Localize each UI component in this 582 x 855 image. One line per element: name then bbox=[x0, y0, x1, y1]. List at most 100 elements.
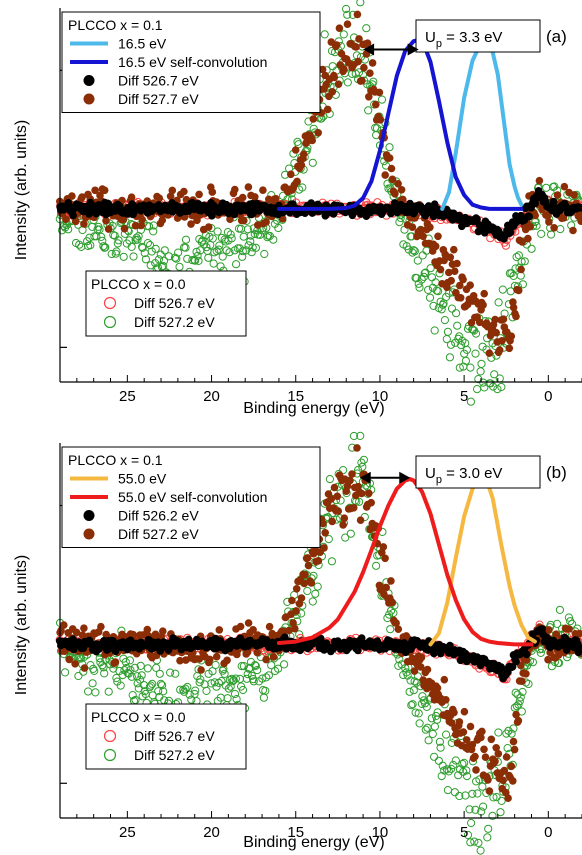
panel-b-point bbox=[473, 789, 482, 798]
panel-a-point bbox=[499, 315, 508, 324]
panel-a-point bbox=[368, 59, 377, 67]
panel-a-point bbox=[149, 227, 158, 236]
panel-a-point bbox=[413, 256, 422, 265]
panel-b-legend-bottom-entry: Diff 527.2 eV bbox=[134, 747, 215, 763]
panel-a-point bbox=[544, 211, 552, 220]
panel-a-point bbox=[230, 210, 239, 219]
panel-a-legend-top: PLCCO x = 0.1 16.5 eV 16.5 eV self-convolu… bbox=[61, 11, 321, 113]
panel-b-point bbox=[372, 561, 381, 570]
panel-b-point bbox=[382, 583, 391, 592]
panel-b-point bbox=[325, 475, 334, 484]
panel-a-point bbox=[429, 301, 438, 310]
panel-b-point bbox=[386, 625, 395, 634]
panel-b-point bbox=[410, 667, 419, 675]
panel-b-point bbox=[407, 701, 416, 710]
panel-b-point bbox=[303, 554, 312, 562]
panel-a-point bbox=[381, 171, 390, 179]
panel-a-point bbox=[480, 383, 489, 392]
panel-b-point bbox=[479, 802, 488, 811]
panel-b-point bbox=[462, 736, 471, 744]
panel-a-point bbox=[414, 279, 423, 288]
panel-a-point bbox=[450, 245, 458, 254]
panel-b-point bbox=[303, 586, 312, 596]
panel-a-point bbox=[471, 349, 480, 358]
panel-b-point bbox=[238, 685, 248, 695]
panel-b-point bbox=[191, 686, 200, 695]
panel-a-point bbox=[421, 268, 430, 277]
panel-b-point bbox=[381, 554, 389, 563]
panel-a-point bbox=[356, 0, 365, 7]
panel-b-point bbox=[483, 833, 492, 842]
panel-b-point bbox=[211, 660, 220, 670]
panel-a-point bbox=[265, 195, 273, 204]
panel-b-point bbox=[437, 772, 446, 781]
panel-a-point bbox=[137, 221, 146, 230]
panel-a-point bbox=[91, 186, 99, 195]
panel-a-point bbox=[274, 223, 283, 233]
panel-a-point bbox=[485, 349, 494, 358]
panel-b-point bbox=[566, 617, 575, 626]
panel-b-legend-bottom-entry: Diff 526.7 eV bbox=[134, 728, 215, 744]
panel-a-point bbox=[164, 252, 173, 261]
panel-b-point bbox=[292, 607, 300, 615]
panel-b-point bbox=[355, 497, 364, 506]
panel-b-point bbox=[311, 589, 320, 598]
panel-a-point bbox=[253, 221, 262, 229]
panel-a-point bbox=[531, 211, 539, 220]
panel-b-point bbox=[487, 735, 496, 744]
panel-a-point bbox=[443, 327, 452, 336]
panel-b-point bbox=[104, 687, 113, 696]
panel-b-point bbox=[510, 745, 519, 754]
panel-a-point bbox=[437, 305, 446, 314]
panel-a-point bbox=[397, 186, 406, 194]
panel-b-point bbox=[444, 767, 453, 776]
panel-a-point bbox=[160, 246, 169, 255]
panel-a-point bbox=[144, 222, 154, 231]
panel-b-point bbox=[330, 483, 339, 492]
panel-a-point bbox=[419, 272, 428, 281]
panel-a-point bbox=[388, 175, 397, 184]
panel-b-point bbox=[423, 665, 432, 674]
panel-a-x-tick-label: 5 bbox=[460, 388, 468, 405]
panel-b-point bbox=[251, 661, 260, 671]
panel-b-point bbox=[288, 596, 296, 605]
panel-a-point bbox=[466, 281, 475, 290]
panel-a-legend-top-title: PLCCO x = 0.1 bbox=[68, 17, 163, 33]
panel-a-series-2 bbox=[56, 187, 582, 243]
panel-a-point bbox=[181, 235, 191, 244]
panel-b-legend-swatch bbox=[83, 528, 95, 540]
panel-a-point bbox=[391, 190, 399, 198]
panel-a-point bbox=[559, 214, 568, 222]
panel-a-point bbox=[209, 259, 218, 268]
panel-a-point bbox=[216, 262, 225, 271]
panel-b-point bbox=[555, 658, 564, 668]
panel-b-legend-bottom-box bbox=[85, 703, 247, 770]
panel-b-point bbox=[462, 772, 472, 781]
panel-b-point bbox=[507, 729, 516, 738]
panel-a-point bbox=[450, 267, 459, 276]
panel-a-point bbox=[466, 397, 475, 406]
panel-a-point bbox=[553, 191, 562, 199]
panel-a-point bbox=[138, 215, 146, 224]
panel-b-legend-top-entry: 55.0 eV bbox=[118, 471, 167, 487]
panel-a-point bbox=[473, 215, 481, 223]
panel-b-x-tick-label: 5 bbox=[460, 824, 468, 841]
panel-b-point bbox=[159, 627, 167, 635]
panel-a-point bbox=[251, 243, 260, 252]
panel-b-point bbox=[476, 846, 485, 855]
panel-a-point bbox=[466, 363, 475, 372]
panel-a-point bbox=[545, 218, 553, 226]
panel-a-point bbox=[479, 301, 487, 309]
panel-b-point bbox=[409, 686, 418, 695]
panel-b-legend-top: PLCCO x = 0.1 55.0 eV 55.0 eV self-convolu… bbox=[61, 446, 321, 548]
panel-a-point bbox=[524, 234, 532, 243]
panel-a-point bbox=[495, 346, 504, 354]
panel-b-point bbox=[427, 714, 436, 723]
panel-a-point bbox=[127, 242, 136, 251]
panel-a-point bbox=[518, 238, 526, 246]
panel-a-point bbox=[212, 247, 221, 256]
panel-a-point bbox=[535, 176, 544, 185]
panel-b-point bbox=[405, 687, 414, 696]
panel-a-point bbox=[360, 63, 368, 72]
panel-b-point bbox=[357, 458, 366, 467]
